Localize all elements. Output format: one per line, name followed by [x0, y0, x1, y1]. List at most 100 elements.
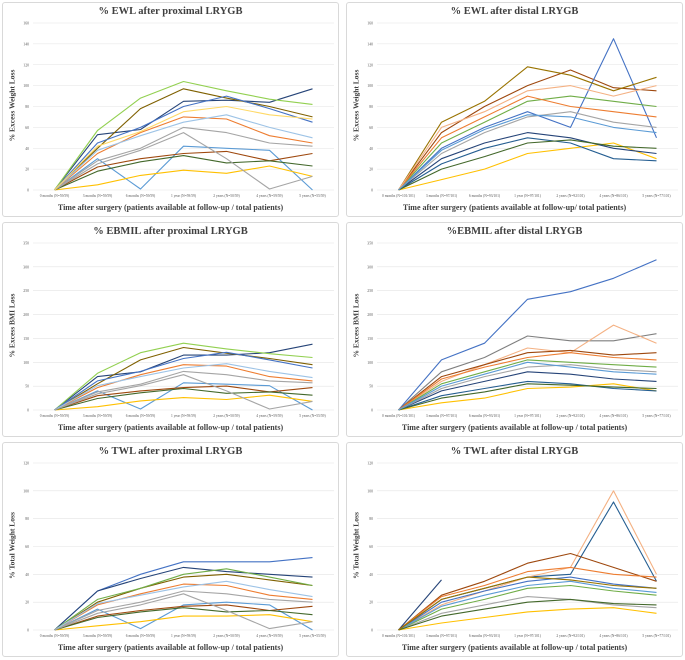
- x-tick-label: 3 months (N=97/101): [426, 634, 458, 638]
- y-tick-label: 60: [25, 545, 29, 549]
- y-tick-label: 0: [27, 409, 29, 413]
- series-line-9: [54, 370, 313, 411]
- chart-panel-ewl-proximal: 0 20 40 60 80 100 120 140 160 0 months (N=59/59) 3…: [2, 2, 339, 217]
- chart-title: % EBMIL after proximal LRYGB: [93, 226, 248, 237]
- series-line-9: [54, 590, 313, 631]
- y-tick-label: 350: [23, 242, 29, 246]
- chart-panel-twl-distal: 0 20 40 60 80 100 120 0 months (N=101/101) 3 mon…: [346, 442, 683, 657]
- x-tick-label: 5 years (N=55/59): [299, 414, 326, 418]
- y-tick-label: 20: [25, 168, 29, 172]
- y-tick-label: 150: [367, 337, 373, 341]
- series-line-10: [398, 580, 657, 631]
- y-tick-label: 40: [369, 573, 373, 577]
- chart-panel-ebmil-proximal: 0 50 100 150 200 250 300 350 0 months (N=59/59) 3…: [2, 222, 339, 437]
- y-tick-label: 80: [25, 517, 29, 521]
- y-axis-label: % Total Weight Loss: [7, 512, 17, 579]
- chart-svg: 0 20 40 60 80 100 120 140 160 0 months (N=59/59) 3…: [23, 22, 334, 198]
- series-line-10: [54, 155, 313, 191]
- series-line-5: [398, 607, 657, 631]
- series-line-8: [54, 351, 313, 411]
- series-line-8: [398, 380, 657, 411]
- x-tick-label: 3 months (N=97/101): [426, 194, 458, 198]
- x-tick-label: 5 years (N=77/101): [642, 634, 671, 638]
- x-tick-label: 2 years (N=92/101): [556, 194, 585, 198]
- y-tick-label: 20: [369, 601, 373, 605]
- series-line-3: [54, 88, 313, 191]
- x-tick-label: 2 years (N=50/59): [213, 194, 240, 198]
- x-tick-label: 6 months (N=59/59): [126, 634, 156, 638]
- chart-panel-twl-proximal: 0 20 40 60 80 100 120 0 months (N=59/59) 3 month…: [2, 442, 339, 657]
- x-tick-label: 1 year (N=59/59): [171, 194, 197, 198]
- chart-svg: 0 20 40 60 80 100 120 0 months (N=59/59) 3 month…: [23, 462, 334, 638]
- y-tick-label: 100: [367, 489, 373, 493]
- series-line-3: [398, 142, 657, 191]
- y-tick-label: 50: [25, 385, 29, 389]
- x-tick-label: 1 year (N=97/101): [514, 634, 542, 638]
- x-tick-label: 2 years (N=50/59): [213, 414, 240, 418]
- series-line-9: [398, 566, 657, 631]
- series-line-7: [398, 137, 657, 191]
- series-line-3: [54, 573, 313, 631]
- series-line-11: [54, 114, 313, 191]
- x-tick-label: 1 year (N=97/101): [514, 414, 542, 418]
- y-tick-label: 20: [369, 168, 373, 172]
- series-line-4: [398, 383, 657, 411]
- series-line-5: [54, 165, 313, 191]
- series-line-7: [54, 116, 313, 191]
- chart-title: % TWL after distal LRYGB: [450, 446, 579, 457]
- y-tick-label: 120: [23, 462, 29, 466]
- chart-svg: 0 20 40 60 80 100 120 0 months (N=101/101) 3 mon…: [367, 462, 678, 638]
- series-line-11: [54, 363, 313, 411]
- x-axis-label: Time after surgery (patients available a…: [401, 423, 628, 432]
- x-tick-label: 5 years (N=77/101): [642, 414, 671, 418]
- y-tick-label: 100: [23, 361, 29, 365]
- x-tick-label: 0 months (N=101/101): [382, 414, 416, 418]
- y-tick-label: 350: [367, 242, 373, 246]
- y-tick-label: 120: [367, 462, 373, 466]
- series-line-12: [54, 374, 313, 411]
- series-line-8: [398, 596, 657, 631]
- x-tick-label: 3 months (N=97/101): [426, 414, 458, 418]
- x-tick-label: 1 year (N=97/101): [514, 194, 542, 198]
- y-axis-label: % Excess Weight Loss: [7, 69, 17, 142]
- y-tick-label: 100: [367, 84, 373, 88]
- chart-svg: 0 20 40 60 80 100 120 140 160 0 months (N=101/101…: [367, 22, 678, 198]
- y-tick-label: 200: [367, 313, 373, 317]
- x-tick-label: 2 years (N=92/101): [556, 634, 585, 638]
- y-tick-label: 160: [367, 22, 373, 26]
- series-line-4: [54, 601, 313, 631]
- x-tick-label: 4 years (N=86/101): [599, 634, 628, 638]
- series-line-5: [398, 349, 657, 411]
- y-tick-label: 100: [23, 489, 29, 493]
- series-line-11: [398, 85, 657, 191]
- x-tick-label: 3 months (N=59/59): [83, 414, 113, 418]
- y-tick-label: 0: [27, 189, 29, 193]
- x-axis-label: Time after surgery (patients available a…: [57, 643, 284, 652]
- y-tick-label: 60: [369, 126, 373, 130]
- chart-svg: 0 50 100 150 200 250 300 350 0 months (N=101/101…: [367, 242, 678, 418]
- series-line-12: [398, 114, 657, 191]
- y-tick-label: 40: [25, 147, 29, 151]
- y-tick-label: 100: [367, 361, 373, 365]
- y-tick-label: 20: [25, 601, 29, 605]
- series-line-10: [54, 607, 313, 631]
- series-line-7: [398, 359, 657, 411]
- series-line-2: [398, 38, 658, 191]
- x-tick-label: 0 months (N=101/101): [382, 194, 416, 198]
- x-tick-label: 4 years (N=86/101): [599, 414, 628, 418]
- y-tick-label: 60: [25, 126, 29, 130]
- y-tick-label: 150: [23, 337, 29, 341]
- y-axis-label: % Excess BMI Loss: [7, 293, 17, 358]
- y-axis-label: % Excess BMI Loss: [351, 293, 361, 358]
- series-line-6: [398, 95, 657, 191]
- y-tick-label: 0: [371, 409, 373, 413]
- y-tick-label: 40: [369, 147, 373, 151]
- y-tick-label: 60: [369, 545, 373, 549]
- series-line-13: [54, 105, 313, 191]
- series-line-3: [54, 346, 313, 411]
- series-line-1: [54, 88, 313, 191]
- x-tick-label: 6 months (N=59/59): [126, 414, 156, 418]
- y-axis-label: % Total Weight Loss: [351, 512, 361, 579]
- series-line-1: [398, 69, 657, 191]
- x-tick-label: 5 years (N=77/101): [642, 194, 671, 198]
